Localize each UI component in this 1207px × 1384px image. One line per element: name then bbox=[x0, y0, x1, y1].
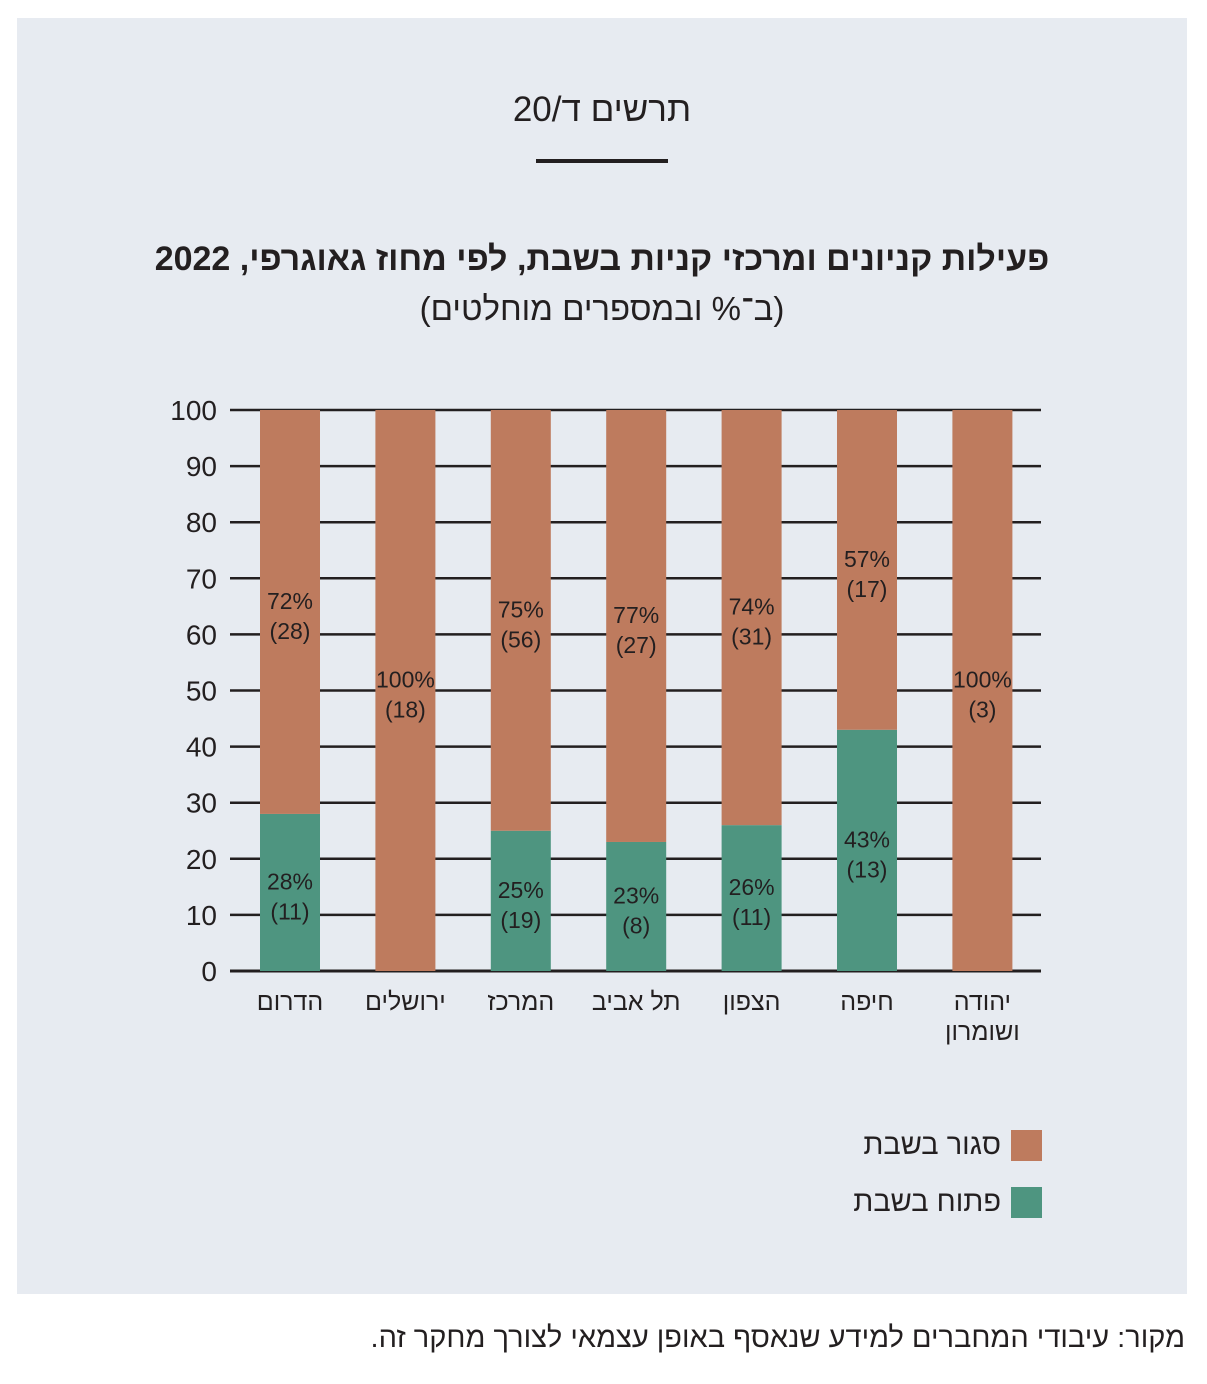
x-tick-label: ירושלים bbox=[365, 988, 446, 1016]
data-label-count: (28) bbox=[270, 618, 311, 644]
bar-segment-closed bbox=[606, 410, 667, 842]
x-tick-label: המרכז bbox=[487, 988, 554, 1016]
data-label-count: (11) bbox=[732, 904, 771, 930]
y-tick-label: 90 bbox=[186, 451, 217, 482]
data-label-count: (8) bbox=[622, 912, 650, 938]
y-tick-label: 80 bbox=[186, 507, 217, 538]
stacked-bar-chart: 0 10 20 30 40 50 60 70 80 90 100 28% (11) 72% (28) הדרו… bbox=[170, 395, 1041, 1046]
x-tick-label: תל אביב bbox=[592, 988, 681, 1016]
bar-segment-open bbox=[260, 813, 320, 971]
y-tick-label: 100 bbox=[170, 395, 217, 426]
legend-label-open: פתוח בשבת bbox=[853, 1185, 1001, 1218]
bar-segment-closed bbox=[837, 410, 897, 730]
y-tick-label: 50 bbox=[186, 676, 217, 707]
bar-segment-closed bbox=[490, 410, 551, 831]
data-label-count: (56) bbox=[500, 626, 541, 652]
data-label-percent: 25% bbox=[498, 877, 544, 903]
source-note: מקור: עיבודי המחברים למידע שנאסף באופן ע… bbox=[370, 1322, 1185, 1354]
data-label-percent: 43% bbox=[844, 826, 890, 852]
data-label-count: (11) bbox=[270, 898, 309, 924]
y-tick-label: 20 bbox=[186, 844, 217, 875]
data-label-percent: 75% bbox=[498, 596, 544, 622]
legend-item-closed: סגור בשבת bbox=[863, 1128, 1042, 1162]
bar-segment-open bbox=[490, 830, 551, 971]
legend-swatch-open bbox=[1011, 1186, 1042, 1218]
bar-segment-open bbox=[606, 841, 667, 971]
y-tick-label: 60 bbox=[186, 619, 217, 650]
data-label-percent: 100% bbox=[376, 667, 435, 693]
y-tick-label: 10 bbox=[186, 900, 217, 931]
bar-segment-closed bbox=[375, 410, 436, 971]
bar-segment-closed bbox=[952, 410, 1013, 971]
data-label-count: (27) bbox=[616, 632, 657, 658]
legend-label-closed: סגור בשבת bbox=[863, 1128, 1001, 1161]
bar-segment-open bbox=[721, 825, 782, 971]
legend-swatch-closed bbox=[1011, 1129, 1042, 1161]
data-label-count: (31) bbox=[731, 624, 772, 650]
bar-segment-closed bbox=[721, 410, 782, 826]
data-label-percent: 26% bbox=[729, 874, 775, 900]
figure-label-rule bbox=[536, 159, 668, 163]
figure-label: תרשים ד/20 bbox=[512, 90, 692, 129]
x-tick-label: הצפון bbox=[723, 988, 781, 1016]
y-tick-label: 0 bbox=[201, 956, 217, 987]
x-tick-label: חיפה bbox=[840, 988, 894, 1016]
chart-panel: תרשים ד/20 פעילות קניונים ומרכזי קניות ב… bbox=[17, 18, 1187, 1294]
data-label-count: (17) bbox=[847, 576, 888, 602]
chart-subtitle: (ב־% ובמספרים מוחלטים) bbox=[419, 290, 785, 327]
y-tick-label: 30 bbox=[186, 788, 217, 819]
data-label-percent: 57% bbox=[844, 546, 890, 572]
data-label-count: (13) bbox=[847, 856, 888, 882]
y-tick-label: 40 bbox=[186, 732, 217, 763]
chart-title: פעילות קניונים ומרכזי קניות בשבת, לפי מח… bbox=[154, 240, 1050, 278]
bar-segment-open bbox=[837, 729, 897, 971]
y-tick-label: 70 bbox=[186, 563, 217, 594]
data-label-percent: 77% bbox=[613, 602, 659, 628]
x-tick-label: ושומרון bbox=[945, 1018, 1020, 1046]
x-tick-label: הדרום bbox=[257, 988, 324, 1016]
data-label-percent: 100% bbox=[953, 667, 1012, 693]
data-label-percent: 72% bbox=[267, 588, 313, 614]
data-label-percent: 74% bbox=[729, 594, 775, 620]
bar-segment-closed bbox=[260, 410, 320, 814]
data-label-count: (3) bbox=[968, 697, 996, 723]
data-label-percent: 28% bbox=[267, 868, 313, 894]
data-label-percent: 23% bbox=[613, 882, 659, 908]
data-label-count: (18) bbox=[385, 697, 426, 723]
x-tick-label: יהודה bbox=[954, 988, 1011, 1016]
legend-item-open: פתוח בשבת bbox=[853, 1185, 1042, 1219]
data-label-count: (19) bbox=[500, 907, 541, 933]
